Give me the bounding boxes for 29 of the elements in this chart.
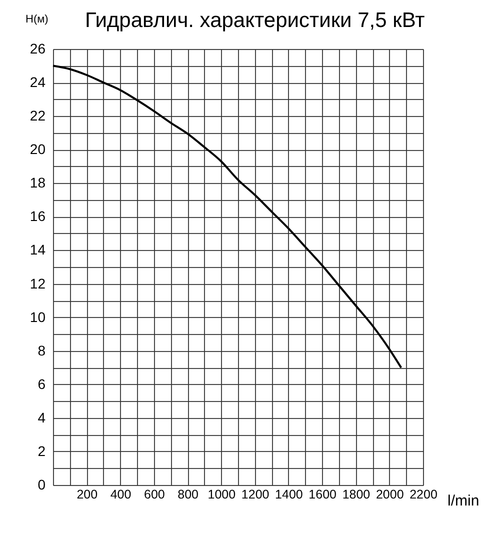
x-tick-label: 400 [110, 488, 132, 502]
y-tick-label: 14 [30, 242, 46, 258]
y-tick-label: 24 [30, 74, 46, 90]
y-tick-label: 6 [38, 376, 46, 392]
x-tick-label: 1200 [241, 488, 270, 502]
x-tick-label: 2000 [376, 488, 404, 502]
x-tick-label: 600 [144, 488, 165, 502]
line-series [52, 64, 402, 369]
y-tick-label: 16 [30, 208, 46, 224]
x-tick-label: 1000 [208, 488, 236, 502]
x-axis-title: l/min [448, 492, 480, 510]
x-tick-label: 200 [76, 488, 98, 502]
y-tick-label: 2 [38, 442, 46, 459]
y-tick-label: 22 [30, 108, 46, 124]
x-tick-label: 1400 [275, 488, 303, 502]
y-tick-label: 18 [30, 174, 46, 191]
y-tick-label: 0 [38, 476, 46, 492]
y-axis-title: H(м) [26, 14, 48, 26]
x-tick-label: 800 [178, 488, 199, 502]
x-tick-label: 1800 [342, 488, 370, 502]
chart-title: Гидравлич. характеристики 7,5 кВт [85, 9, 426, 32]
y-tick-label: 8 [38, 342, 46, 358]
y-tick-label: 10 [30, 308, 46, 325]
x-tick-label: 1600 [308, 488, 337, 502]
y-tick-label: 4 [38, 409, 46, 426]
y-tick-label: 20 [30, 141, 46, 158]
y-tick-label: 26 [30, 40, 46, 56]
x-tick-label: 2200 [410, 488, 438, 502]
y-tick-label: 12 [30, 275, 46, 292]
